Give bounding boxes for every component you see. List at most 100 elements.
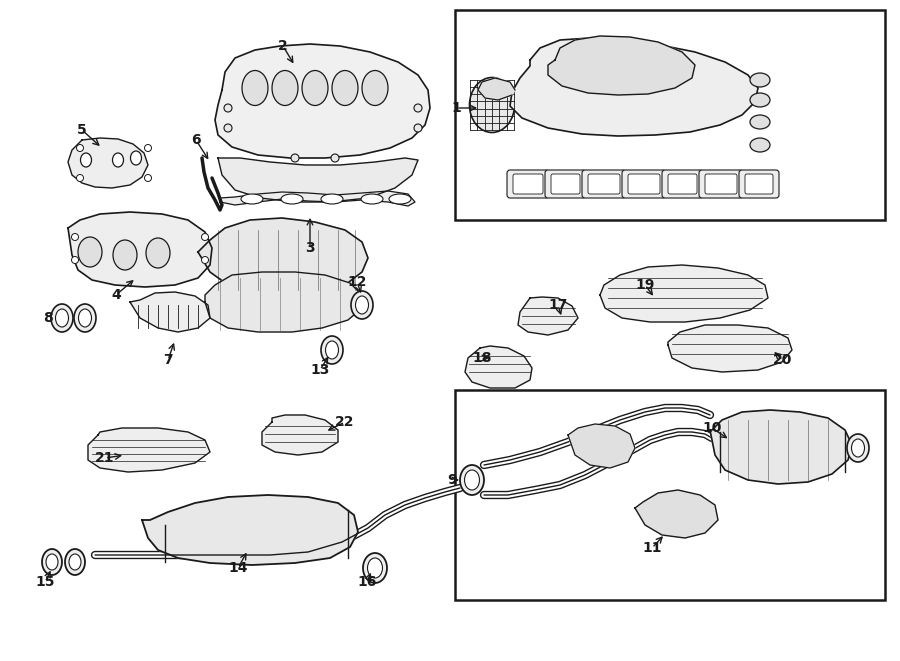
Polygon shape: [548, 36, 695, 95]
Ellipse shape: [750, 93, 770, 107]
FancyBboxPatch shape: [705, 174, 737, 194]
Polygon shape: [518, 297, 578, 335]
Text: 4: 4: [111, 288, 121, 302]
Text: 10: 10: [702, 421, 722, 435]
Text: 16: 16: [357, 575, 377, 589]
Ellipse shape: [750, 115, 770, 129]
Ellipse shape: [46, 554, 58, 570]
Ellipse shape: [351, 291, 373, 319]
FancyBboxPatch shape: [545, 170, 586, 198]
Ellipse shape: [414, 124, 422, 132]
Bar: [455, 390, 885, 600]
Ellipse shape: [326, 341, 338, 359]
Polygon shape: [215, 44, 430, 158]
Ellipse shape: [113, 240, 137, 270]
FancyBboxPatch shape: [551, 174, 580, 194]
Text: 3: 3: [305, 241, 315, 255]
Text: 15: 15: [35, 575, 55, 589]
Polygon shape: [68, 138, 148, 188]
Ellipse shape: [76, 175, 84, 182]
Ellipse shape: [321, 194, 343, 204]
Ellipse shape: [389, 194, 411, 204]
Text: 19: 19: [635, 278, 654, 292]
Ellipse shape: [356, 296, 368, 314]
Ellipse shape: [281, 194, 303, 204]
Ellipse shape: [361, 194, 383, 204]
Text: 1: 1: [451, 101, 461, 115]
Ellipse shape: [71, 233, 78, 241]
Ellipse shape: [363, 553, 387, 583]
Polygon shape: [130, 292, 210, 332]
Text: 5: 5: [77, 123, 87, 137]
FancyBboxPatch shape: [662, 170, 703, 198]
FancyBboxPatch shape: [739, 170, 779, 198]
Ellipse shape: [80, 153, 92, 167]
Text: 14: 14: [229, 561, 248, 575]
Ellipse shape: [78, 237, 102, 267]
Ellipse shape: [847, 434, 869, 462]
Polygon shape: [68, 212, 212, 287]
Text: 17: 17: [548, 298, 568, 312]
Polygon shape: [510, 38, 758, 136]
Text: 20: 20: [773, 353, 793, 367]
Ellipse shape: [42, 549, 62, 575]
Ellipse shape: [76, 145, 84, 151]
Text: 8: 8: [43, 311, 53, 325]
FancyBboxPatch shape: [582, 170, 626, 198]
Ellipse shape: [242, 71, 268, 106]
Ellipse shape: [202, 233, 209, 241]
Ellipse shape: [367, 558, 382, 578]
FancyBboxPatch shape: [699, 170, 743, 198]
Text: 2: 2: [278, 39, 288, 53]
Ellipse shape: [464, 470, 480, 490]
Polygon shape: [568, 424, 635, 468]
Polygon shape: [198, 218, 368, 295]
Ellipse shape: [362, 71, 388, 106]
Ellipse shape: [78, 309, 92, 327]
Ellipse shape: [750, 138, 770, 152]
FancyBboxPatch shape: [588, 174, 620, 194]
Ellipse shape: [145, 175, 151, 182]
Text: 21: 21: [95, 451, 115, 465]
Text: 22: 22: [335, 415, 355, 429]
Text: 11: 11: [643, 541, 662, 555]
Polygon shape: [668, 325, 792, 372]
Ellipse shape: [414, 104, 422, 112]
Polygon shape: [465, 346, 532, 388]
Polygon shape: [478, 78, 515, 100]
Polygon shape: [205, 272, 362, 332]
Polygon shape: [218, 158, 418, 202]
Text: 7: 7: [163, 353, 173, 367]
Ellipse shape: [56, 309, 68, 327]
Polygon shape: [142, 495, 358, 565]
Ellipse shape: [321, 336, 343, 364]
Polygon shape: [220, 191, 415, 206]
Ellipse shape: [130, 151, 141, 165]
Ellipse shape: [272, 71, 298, 106]
Ellipse shape: [224, 104, 232, 112]
Polygon shape: [710, 410, 852, 484]
Ellipse shape: [241, 194, 263, 204]
Ellipse shape: [51, 304, 73, 332]
Ellipse shape: [460, 465, 484, 495]
Text: 12: 12: [347, 275, 367, 289]
Bar: [455, 10, 885, 220]
Ellipse shape: [65, 549, 85, 575]
Ellipse shape: [332, 71, 358, 106]
Ellipse shape: [331, 154, 339, 162]
Text: 6: 6: [191, 133, 201, 147]
Ellipse shape: [750, 73, 770, 87]
FancyBboxPatch shape: [668, 174, 697, 194]
Text: 13: 13: [310, 363, 329, 377]
Polygon shape: [600, 265, 768, 322]
Ellipse shape: [74, 304, 96, 332]
Ellipse shape: [145, 145, 151, 151]
FancyBboxPatch shape: [745, 174, 773, 194]
Ellipse shape: [851, 439, 865, 457]
Polygon shape: [262, 415, 338, 455]
Polygon shape: [635, 490, 718, 538]
FancyBboxPatch shape: [513, 174, 543, 194]
FancyBboxPatch shape: [507, 170, 549, 198]
Text: 18: 18: [472, 351, 491, 365]
Polygon shape: [88, 428, 210, 472]
